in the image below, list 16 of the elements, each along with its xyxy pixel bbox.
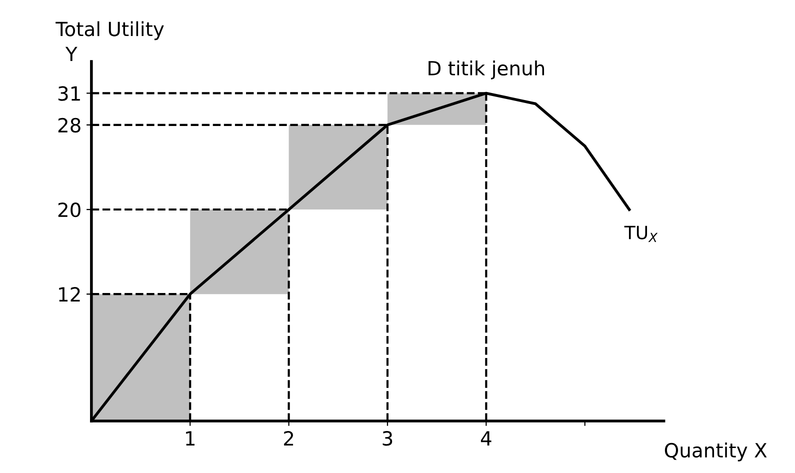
bar [288, 124, 388, 210]
y-axis-title: Y [65, 46, 78, 62]
y-tick-label: 20 [58, 202, 80, 218]
x-tick-label: 4 [480, 431, 492, 446]
bar [91, 294, 190, 421]
x-tick-label: 2 [284, 431, 294, 446]
x-axis-title: Quantity X [664, 442, 767, 462]
y-tick-label: 28 [58, 118, 80, 133]
x-tick-label: 1 [186, 431, 195, 446]
y-tick-label: 12 [59, 287, 80, 302]
x-tick-label: 3 [382, 431, 392, 446]
y-tick-label: 31 [58, 86, 80, 101]
bar [190, 210, 289, 294]
series-label: TU$_{X}$ [624, 226, 658, 242]
chart-title: Total Utility [56, 21, 164, 40]
annotation: D titik jenuh [428, 60, 544, 80]
